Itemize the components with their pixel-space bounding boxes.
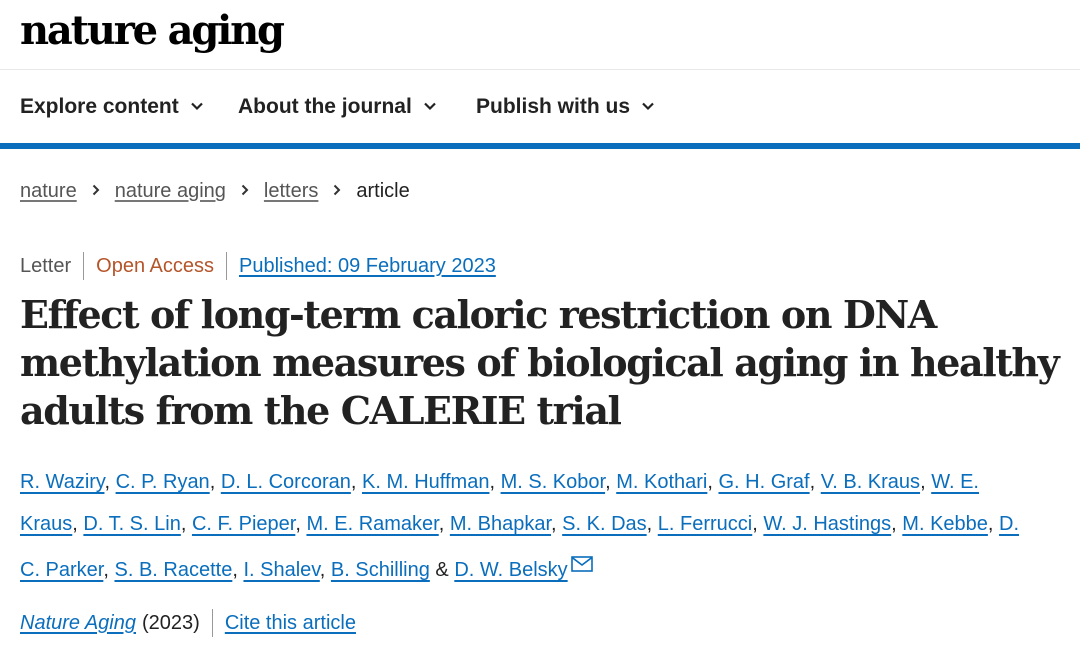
chevron-right-icon [89,178,103,204]
open-access-badge: Open Access [96,255,214,277]
author-link[interactable]: M. S. Kobor [500,471,606,493]
author-link[interactable]: D. L. Corcoran [220,471,351,493]
author-link[interactable]: W. E. Kraus [20,471,979,535]
chevron-right-icon [330,178,344,204]
nav-explore-content[interactable]: Explore content [20,94,205,120]
author-link[interactable]: W. J. Hastings [763,513,892,535]
chevron-right-icon [238,178,252,204]
author-link[interactable]: C. P. Ryan [115,471,210,493]
author-link[interactable]: S. K. Das [562,513,647,535]
chevron-down-icon [189,98,205,114]
nav-about-the-journal[interactable]: About the journal [238,94,438,120]
author-link[interactable]: D. C. Parker [20,513,1020,581]
envelope-icon[interactable] [570,545,593,572]
author-link[interactable]: L. Ferrucci [657,513,753,535]
author-link[interactable]: M. Kothari [616,471,708,493]
breadcrumb-nature[interactable]: nature [20,180,77,202]
nav-publish-with-us-label: Publish with us [476,95,631,118]
chevron-down-icon [640,98,656,114]
published-date-link[interactable]: Published: 09 February 2023 [239,255,496,277]
article-title: Effect of long-term caloric restriction … [20,292,1060,433]
author-link[interactable]: S. B. Racette [114,559,233,581]
author-link[interactable]: R. Waziry [20,471,105,493]
meta-divider [83,252,85,280]
author-link[interactable]: D. W. Belsky [454,559,568,581]
author-link[interactable]: C. F. Pieper [191,513,296,535]
breadcrumb-nature-aging[interactable]: nature aging [114,180,226,202]
main-nav: Explore content About the journal Publis… [0,70,1080,144]
publication-year: (2023) [142,612,200,634]
header-divider [0,143,1080,149]
logo-bar: nature aging [0,0,1080,70]
author-link[interactable]: M. Bhapkar [449,513,552,535]
journal-link[interactable]: Nature Aging [20,612,136,634]
site-logo[interactable]: nature aging [20,7,285,54]
meta-divider [226,252,227,280]
cite-this-article-link[interactable]: Cite this article [224,612,356,634]
chevron-down-icon [422,98,438,114]
breadcrumb-current: article [356,180,410,202]
breadcrumb-letters[interactable]: letters [263,180,319,202]
author-link[interactable]: V. B. Kraus [820,471,921,493]
breadcrumb: nature nature aging letters article [20,178,410,204]
author-list: R. Waziry, C. P. Ryan, D. L. Corcoran, K… [20,471,1020,581]
citation-divider [211,609,213,637]
article-type: Letter [20,255,72,277]
article-meta: Letter Open Access Published: 09 Februar… [20,252,496,280]
author-link[interactable]: K. M. Huffman [362,471,490,493]
author-link[interactable]: D. T. S. Lin [83,513,181,535]
author-link[interactable]: M. Kebbe [902,513,988,535]
author-link[interactable]: I. Shalev [243,559,320,581]
citation-row: Nature Aging (2023) Cite this article [20,609,356,637]
nav-about-the-journal-label: About the journal [238,95,412,118]
author-link[interactable]: G. H. Graf [718,471,810,493]
author-link[interactable]: M. E. Ramaker [306,513,439,535]
author-link[interactable]: B. Schilling [330,559,430,581]
nav-publish-with-us[interactable]: Publish with us [476,94,656,120]
nav-explore-content-label: Explore content [20,95,179,118]
